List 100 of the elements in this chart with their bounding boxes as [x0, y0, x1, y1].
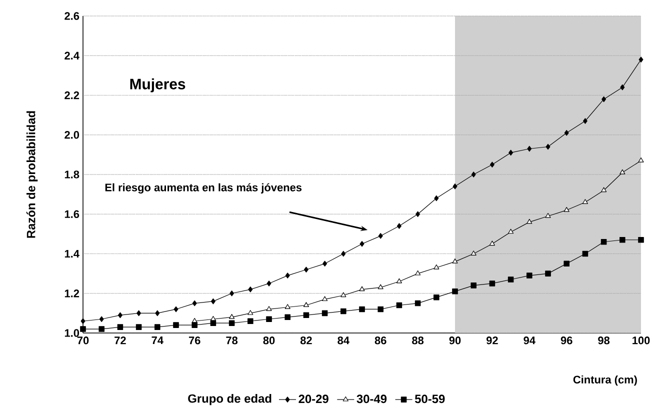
point — [638, 157, 644, 162]
point — [396, 278, 402, 284]
legend-title: Grupo de edad — [188, 394, 272, 406]
point — [173, 322, 179, 328]
point — [434, 294, 440, 300]
point — [340, 308, 346, 314]
point — [416, 211, 420, 218]
point — [136, 324, 142, 330]
y-tick-label: 2.2 — [64, 91, 80, 100]
legend-label: 50-59 — [414, 394, 445, 404]
point — [378, 306, 384, 312]
point — [434, 195, 439, 202]
point — [155, 310, 160, 316]
point — [228, 320, 235, 326]
point — [192, 300, 197, 306]
point — [359, 286, 365, 292]
x-tick-label: 82 — [300, 336, 312, 344]
point — [266, 280, 272, 286]
point — [508, 276, 514, 282]
x-tick-label: 76 — [188, 336, 200, 344]
x-tick-label: 90 — [449, 336, 461, 344]
point — [564, 207, 570, 212]
x-tick-label: 88 — [412, 336, 424, 344]
point — [620, 169, 626, 174]
point — [396, 223, 402, 229]
legend-label: 20-29 — [298, 394, 328, 404]
point — [248, 286, 253, 292]
point — [490, 162, 494, 168]
x-tick-label: 96 — [560, 336, 572, 344]
point — [230, 290, 234, 296]
y-tick-label: 2.4 — [64, 52, 80, 60]
point — [601, 187, 607, 192]
point — [322, 310, 328, 316]
y-tick-label: 1.8 — [64, 170, 80, 178]
point — [526, 218, 532, 224]
point — [284, 314, 290, 320]
x-tick-label: 80 — [263, 336, 275, 344]
point — [638, 236, 644, 243]
point — [378, 233, 383, 239]
point — [248, 310, 254, 315]
point — [452, 288, 458, 294]
x-tick-label: 74 — [152, 336, 164, 344]
point — [117, 324, 124, 330]
point — [489, 240, 495, 246]
y-tick-label: 1.2 — [64, 290, 80, 298]
point — [508, 150, 514, 156]
point — [266, 316, 272, 322]
point — [322, 260, 328, 267]
point — [98, 326, 104, 332]
annotation: El riesgo aumenta en las más jóvenes — [105, 183, 302, 194]
point — [210, 298, 216, 304]
point — [303, 312, 310, 318]
point — [600, 238, 607, 245]
point — [284, 304, 290, 309]
x-tick-label: 72 — [114, 336, 126, 344]
point — [118, 312, 122, 318]
point — [378, 284, 384, 290]
point — [545, 270, 551, 276]
point — [582, 199, 588, 204]
x-tick-label: 92 — [486, 336, 498, 344]
point — [564, 130, 569, 136]
x-tick-label: 94 — [524, 336, 536, 344]
point — [303, 302, 309, 307]
x-tick-label: 70 — [77, 336, 89, 344]
y-tick-label: 2.6 — [64, 12, 80, 20]
point — [470, 250, 476, 256]
x-tick-label: 78 — [226, 336, 238, 344]
point — [340, 292, 346, 298]
point — [174, 306, 178, 312]
point — [602, 96, 606, 102]
point — [582, 250, 588, 257]
y-tick-label: 1.6 — [64, 210, 80, 218]
point — [452, 258, 458, 264]
point — [341, 250, 346, 257]
x-tick-label: 100 — [632, 336, 650, 344]
point — [210, 320, 216, 326]
point — [229, 314, 235, 319]
point — [489, 280, 496, 286]
point — [266, 306, 272, 311]
y-tick-label: 2.0 — [64, 131, 80, 139]
point — [285, 272, 290, 278]
point — [192, 322, 198, 328]
point — [359, 306, 365, 312]
point — [434, 264, 440, 270]
point — [582, 118, 588, 124]
legend-label: 30-49 — [356, 394, 387, 404]
point — [415, 270, 421, 276]
point — [248, 318, 254, 324]
point — [414, 300, 421, 306]
point — [304, 266, 308, 272]
point — [154, 324, 160, 330]
point — [564, 260, 570, 267]
y-axis-title: Razón de probabilidad — [26, 111, 38, 238]
point — [360, 240, 364, 247]
point — [322, 296, 328, 302]
point — [99, 316, 104, 322]
point — [471, 172, 476, 178]
x-tick-label: 98 — [598, 336, 610, 344]
point — [526, 272, 532, 278]
point — [638, 56, 644, 62]
